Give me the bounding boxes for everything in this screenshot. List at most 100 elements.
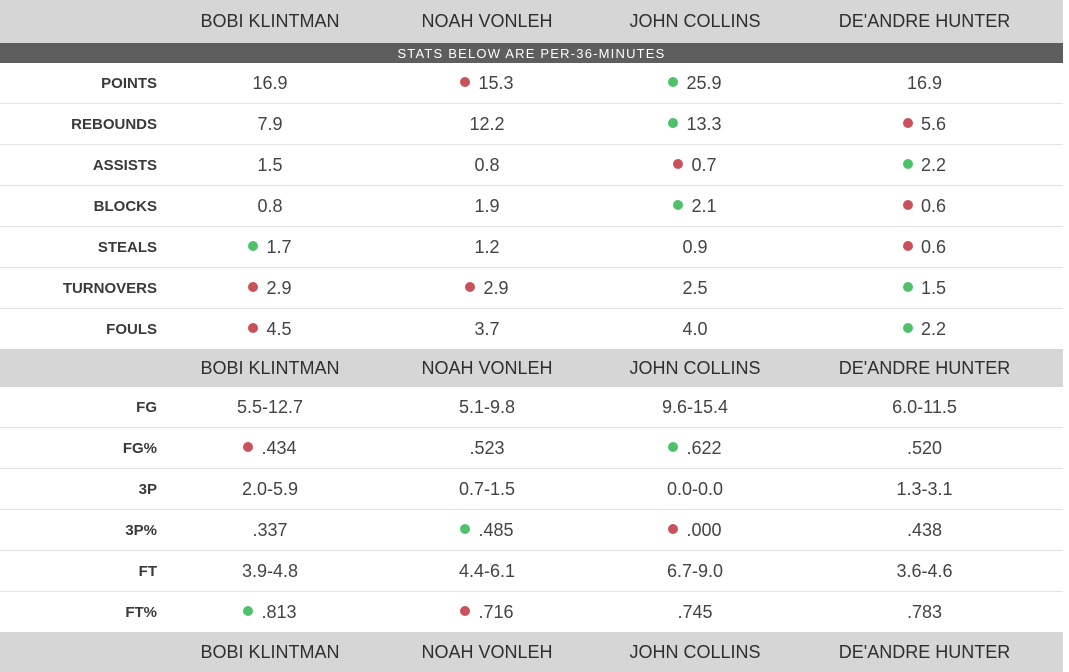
stat-row: FT 3.9-4.8 4.4-6.1 6.7-9.0 3.6-4.6 (0, 551, 1063, 592)
stat-value: 0.8 (474, 154, 500, 175)
stat-label: REBOUNDS (71, 115, 157, 133)
stat-value: .783 (906, 601, 943, 622)
stat-value: 16.9 (906, 72, 943, 93)
stat-cell: 0.8 (170, 196, 370, 217)
green-dot-icon (248, 240, 259, 251)
stat-cell: .745 (604, 602, 786, 623)
stat-value: 2.0-5.9 (241, 478, 299, 499)
stat-cell: 25.9 (604, 73, 786, 94)
stat-value: 1.5 (920, 277, 947, 298)
player-name: NOAH VONLEH (421, 357, 553, 378)
red-dot-icon (902, 240, 913, 251)
stat-row: TURNOVERS 2.9 2.9 2.5 1.5 (0, 268, 1063, 309)
stat-cell: 3.9-4.8 (170, 561, 370, 582)
stat-cell: 9.6-15.4 (604, 397, 786, 418)
stat-value: 4.0 (682, 318, 708, 339)
stat-value: 3.7 (474, 318, 500, 339)
red-dot-icon (248, 281, 259, 292)
green-dot-icon (902, 322, 913, 333)
red-dot-icon (460, 76, 471, 87)
stat-label: 3P% (125, 521, 157, 539)
stat-value: 7.9 (257, 113, 283, 134)
stat-value: 0.9 (682, 236, 708, 257)
stat-cell: 2.5 (604, 278, 786, 299)
player-name: JOHN COLLINS (629, 11, 761, 31)
stat-value: .622 (686, 437, 722, 458)
player-name: NOAH VONLEH (421, 641, 553, 662)
green-dot-icon (902, 158, 913, 169)
red-dot-icon (465, 281, 476, 292)
stat-value: 1.9 (474, 195, 500, 216)
stat-cell: 16.9 (170, 73, 370, 94)
stat-value: 9.6-15.4 (661, 396, 729, 417)
stat-cell: 0.6 (786, 237, 1063, 258)
red-dot-icon (248, 322, 259, 333)
stat-cell: 7.9 (170, 114, 370, 135)
stat-value: .523 (469, 437, 505, 458)
stat-cell: 5.5-12.7 (170, 397, 370, 418)
player-name: NOAH VONLEH (421, 11, 553, 31)
stat-cell: 0.6 (786, 196, 1063, 217)
stat-value: 13.3 (686, 113, 722, 134)
player-name: DE'ANDRE HUNTER (838, 357, 1011, 378)
stat-value: 5.1-9.8 (458, 396, 516, 417)
stat-cell: 0.7-1.5 (370, 479, 604, 500)
stat-cell: 2.9 (370, 278, 604, 299)
stat-cell: .520 (786, 438, 1063, 459)
stat-value: 25.9 (686, 72, 722, 93)
player-name: BOBI KLINTMAN (200, 357, 340, 378)
stat-value: .745 (677, 601, 713, 622)
stat-value: 3.9-4.8 (241, 560, 299, 581)
green-dot-icon (673, 199, 684, 210)
stat-value: 0.0-0.0 (666, 478, 724, 499)
stat-cell: 13.3 (604, 114, 786, 135)
stat-cell: 4.0 (604, 319, 786, 340)
stat-cell: 0.8 (370, 155, 604, 176)
stat-value: 2.2 (920, 154, 947, 175)
stat-cell: 6.7-9.0 (604, 561, 786, 582)
player-header-middle: BOBI KLINTMAN NOAH VONLEH JOHN COLLINS D… (0, 349, 1063, 387)
stat-cell: .434 (170, 438, 370, 459)
stat-cell: .438 (786, 520, 1063, 541)
stat-value: 6.7-9.0 (666, 560, 724, 581)
stat-cell: 1.5 (170, 155, 370, 176)
red-dot-icon (243, 441, 254, 452)
stat-cell: 2.1 (604, 196, 786, 217)
stat-cell: 1.3-3.1 (786, 479, 1063, 500)
red-dot-icon (460, 605, 471, 616)
player-name: JOHN COLLINS (629, 357, 761, 378)
stat-label: FG% (122, 439, 157, 457)
stat-value: 6.0-11.5 (892, 396, 957, 417)
stat-value: .434 (261, 437, 297, 458)
per36-section: POINTS 16.9 15.3 25.9 16.9 REBOUNDS 7.9 12.2 13.… (0, 63, 1063, 349)
stat-value: 0.6 (920, 236, 947, 257)
stat-label: 3P (138, 480, 157, 498)
stat-cell: .622 (604, 438, 786, 459)
stat-cell: 1.7 (170, 237, 370, 258)
stat-value: 1.3-3.1 (896, 478, 953, 499)
green-dot-icon (460, 523, 471, 534)
stat-label: ASSISTS (92, 156, 157, 174)
stat-value: .520 (906, 437, 943, 458)
stat-value: 1.7 (266, 236, 292, 257)
stat-value: 15.3 (478, 72, 514, 93)
stat-cell: 0.0-0.0 (604, 479, 786, 500)
stat-row: 3P 2.0-5.9 0.7-1.5 0.0-0.0 1.3-3.1 (0, 469, 1063, 510)
stat-row: ASSISTS 1.5 0.8 0.7 2.2 (0, 145, 1063, 186)
stat-value: 4.4-6.1 (458, 560, 516, 581)
stat-label: FT (138, 562, 157, 580)
stat-row: POINTS 16.9 15.3 25.9 16.9 (0, 63, 1063, 104)
stat-cell: 3.6-4.6 (786, 561, 1063, 582)
stat-value: .000 (686, 519, 722, 540)
stat-row: 3P% .337 .485 .000 .438 (0, 510, 1063, 551)
stat-value: 2.2 (920, 318, 947, 339)
stat-value: 0.7-1.5 (458, 478, 516, 499)
stat-value: 0.6 (920, 195, 947, 216)
red-dot-icon (902, 199, 913, 210)
stat-value: 0.7 (691, 154, 717, 175)
red-dot-icon (902, 117, 913, 128)
stat-row: STEALS 1.7 1.2 0.9 0.6 (0, 227, 1063, 268)
green-dot-icon (902, 281, 913, 292)
player-name: JOHN COLLINS (629, 641, 761, 662)
